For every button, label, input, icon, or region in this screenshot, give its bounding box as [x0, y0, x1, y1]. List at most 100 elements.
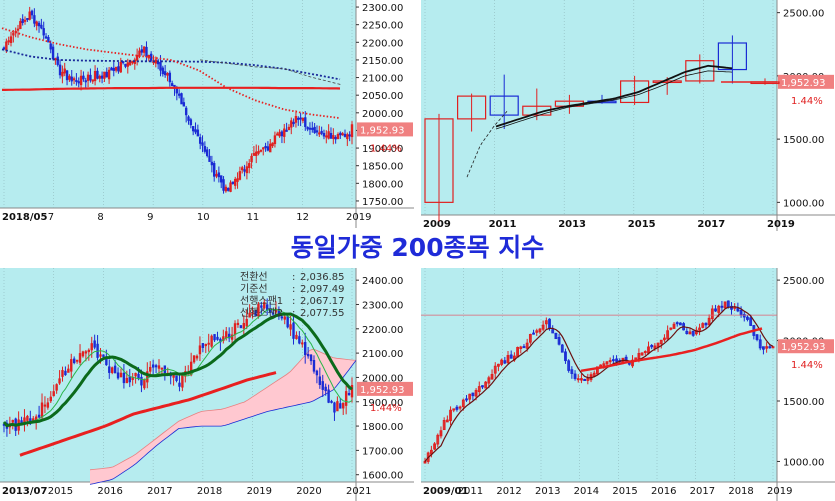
candle-body [78, 353, 82, 363]
candle-body [318, 132, 321, 135]
candle-body [159, 62, 162, 71]
candle-body [236, 178, 239, 182]
candle-body [292, 322, 295, 339]
candle-body [236, 322, 240, 325]
change-pct-label: 1.44% [791, 360, 823, 371]
y-axis-area [356, 0, 414, 208]
candle-body [346, 134, 349, 140]
x-tick-label: 2009 [423, 219, 451, 230]
candle-body [532, 332, 535, 335]
candle-body [98, 75, 101, 79]
x-tick-label: 2015 [48, 486, 73, 497]
change-pct-label: 1.44% [370, 403, 402, 414]
yearly-candle-body [652, 80, 682, 84]
candle-body [208, 155, 211, 162]
candle-body [72, 78, 76, 81]
candle-body [239, 325, 243, 329]
series-ma_dotted [1, 27, 341, 119]
candle-body [557, 337, 561, 345]
candle-body [615, 358, 618, 362]
y-tick-label: 1000.00 [783, 198, 824, 209]
candle-body [306, 353, 310, 357]
candle-body [87, 349, 91, 353]
candle-body [567, 360, 571, 371]
candle-body [500, 359, 504, 365]
candle-body [308, 127, 312, 130]
candle-body [146, 371, 149, 383]
candle-body [229, 182, 232, 192]
candle-body [538, 328, 542, 333]
candle-body [35, 21, 38, 26]
candle-body [324, 386, 327, 392]
candle-body [213, 334, 216, 341]
candle-body [650, 345, 654, 348]
candle-body [149, 366, 152, 372]
candle-body [231, 181, 235, 184]
candle-body [445, 419, 449, 423]
candle-body [602, 363, 606, 367]
long-ma-line [580, 327, 763, 373]
last-price-tag [357, 381, 413, 396]
candle-body [663, 337, 666, 341]
x-tick-label: 2013 [558, 219, 586, 230]
y-tick-label: 1500.00 [783, 397, 824, 408]
candle-body [86, 74, 90, 81]
candle-body [336, 133, 340, 140]
last-price-label: 1,952.93 [781, 342, 826, 353]
moving-average [424, 306, 774, 462]
candle-body [347, 392, 351, 396]
y-axis-area [777, 0, 835, 215]
candle-body [82, 75, 85, 80]
candle-body [541, 324, 545, 330]
plot-area [0, 0, 356, 208]
candle-body [184, 107, 188, 116]
candle-body [55, 384, 58, 391]
candle-body [474, 389, 478, 397]
candle-body [481, 385, 484, 388]
candle-body [720, 305, 724, 308]
candle-body [198, 137, 202, 144]
x-tick-label: 2018 [197, 486, 222, 497]
candle-body [442, 420, 446, 431]
candle-body [755, 334, 759, 340]
candle-body [220, 175, 223, 183]
candle-body [65, 70, 69, 81]
candle-body [161, 67, 165, 75]
candle-body [318, 376, 322, 385]
candle-body [271, 312, 275, 315]
candle-body [157, 365, 161, 369]
candle-body [528, 334, 532, 343]
panel-top-right: 2500.002000.001500.001000.00200920112013… [421, 0, 835, 231]
candle-body [177, 93, 181, 96]
candle-body [70, 359, 73, 372]
y-tick-label: 1000.00 [783, 457, 824, 468]
candle-body [119, 372, 123, 378]
early-trend [466, 111, 508, 178]
candle-body [509, 354, 513, 359]
x-axis-area [421, 482, 835, 501]
y-tick-label: 2400.00 [362, 276, 403, 287]
change-pct-label: 1.44% [791, 96, 823, 107]
x-tick-label: 2017 [147, 486, 172, 497]
x-tick-label: 2011 [458, 486, 483, 497]
candle-body [205, 149, 209, 157]
candle-body [297, 117, 300, 120]
candle-body [535, 330, 539, 333]
candle-body [257, 304, 260, 317]
candle-body [201, 343, 205, 348]
candle-body [110, 67, 113, 71]
candle-body [70, 76, 73, 82]
candle-body [733, 306, 737, 309]
candle-body [93, 340, 96, 348]
x-tick-label: 2016 [97, 486, 122, 497]
candle-body [203, 146, 207, 152]
x-tick-label: 2013 [535, 486, 560, 497]
candle-body [452, 408, 456, 411]
candle-body [47, 37, 50, 43]
ichimoku-label: 전환선 [240, 271, 268, 283]
candle-body [81, 351, 85, 357]
candle-body [730, 305, 733, 310]
candle-body [570, 369, 574, 374]
ichimoku-sep: : [292, 296, 295, 307]
candle-body [637, 352, 641, 360]
